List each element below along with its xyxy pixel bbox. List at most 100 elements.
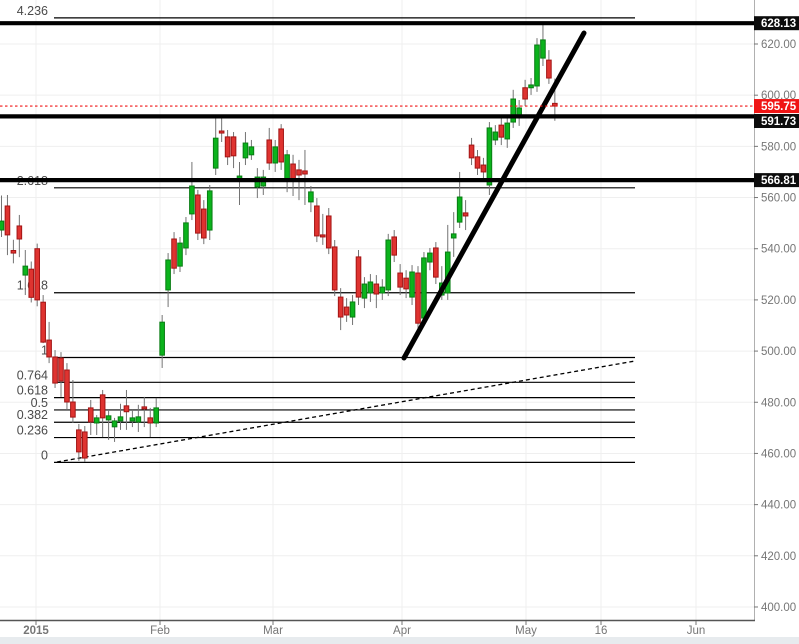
candle — [218, 130, 225, 134]
candle — [224, 136, 231, 158]
candle — [379, 286, 386, 294]
candle — [195, 194, 201, 234]
candle — [141, 406, 148, 410]
candle — [403, 277, 409, 290]
x-tick-label: Jun — [687, 625, 706, 637]
candle — [266, 139, 273, 164]
candle — [129, 417, 136, 422]
candle — [82, 431, 88, 459]
candle — [87, 407, 94, 423]
candle — [468, 144, 475, 159]
candle — [64, 369, 70, 403]
candle — [343, 306, 350, 316]
candle — [367, 281, 374, 294]
y-tick-label: 540.00 — [761, 244, 796, 256]
fib-level-label: 1 — [41, 343, 48, 357]
x-tick-label: Mar — [263, 625, 283, 637]
y-tick-label: 500.00 — [761, 346, 796, 358]
last-price-badge-label: 595.75 — [761, 101, 797, 113]
bottom-strip — [0, 637, 799, 644]
candle — [189, 185, 195, 215]
candle — [296, 169, 302, 176]
candle — [105, 415, 112, 421]
candle — [153, 407, 159, 424]
candle — [248, 146, 255, 156]
candle — [10, 250, 17, 254]
fib-level-label: 4.236 — [17, 4, 48, 18]
candle — [391, 236, 397, 256]
last-price-badge — [754, 99, 799, 114]
candle — [183, 222, 189, 249]
candle — [165, 259, 171, 291]
candle — [450, 233, 457, 239]
price-level-badge-label: 628.13 — [761, 18, 796, 30]
candle — [201, 208, 207, 239]
price-level-badge — [754, 173, 799, 188]
candle — [117, 416, 124, 422]
price-level-badge — [754, 16, 799, 31]
candle — [314, 205, 320, 237]
candle — [534, 44, 540, 87]
candle — [111, 420, 118, 428]
candle — [474, 156, 481, 169]
candle — [308, 191, 314, 203]
y-tick-label: 400.00 — [761, 602, 796, 614]
candle — [159, 321, 165, 356]
candle — [284, 154, 290, 181]
candle — [504, 122, 511, 140]
candle — [522, 87, 528, 100]
candle — [486, 127, 493, 186]
y-tick-label: 480.00 — [761, 397, 796, 409]
fib-level-label: 0.618 — [17, 384, 48, 398]
candle — [52, 356, 58, 384]
candle — [123, 405, 130, 413]
candle — [409, 271, 415, 298]
candle — [397, 272, 403, 288]
candle — [510, 98, 516, 123]
candle — [373, 283, 380, 295]
candle — [272, 146, 278, 164]
candle — [302, 170, 308, 175]
candle — [415, 272, 421, 324]
candle — [290, 163, 296, 181]
candle — [16, 225, 23, 240]
candle — [528, 84, 534, 89]
candle — [320, 234, 326, 238]
fib-level-label: 0.236 — [17, 424, 48, 438]
candle — [22, 265, 29, 276]
y-tick-label: 580.00 — [761, 141, 796, 153]
price-level-badge-label: 591.73 — [761, 116, 796, 128]
candle — [421, 257, 427, 319]
candle — [349, 301, 356, 318]
fib-level-label: 0 — [41, 448, 48, 462]
candle — [76, 429, 82, 453]
candle — [135, 416, 142, 423]
y-tick-label: 460.00 — [761, 448, 796, 460]
candle — [361, 283, 368, 299]
candle — [99, 394, 106, 419]
candle — [355, 256, 362, 298]
candle — [177, 242, 183, 267]
x-tick-label: May — [515, 625, 537, 637]
fib-level-label: 0.382 — [17, 408, 48, 422]
candle — [385, 239, 392, 291]
candle — [546, 59, 552, 79]
candle — [58, 357, 64, 382]
candle — [540, 39, 546, 59]
candle — [242, 142, 249, 159]
candle — [325, 215, 332, 249]
x-tick-label: 16 — [595, 625, 608, 637]
candle — [331, 246, 338, 291]
candle — [278, 128, 284, 163]
y-tick-label: 560.00 — [761, 193, 796, 205]
fib-level-label: 0.764 — [17, 368, 48, 382]
candle — [498, 124, 505, 138]
candle — [462, 212, 469, 217]
candle — [0, 220, 5, 231]
candle — [4, 205, 11, 236]
candle — [93, 417, 100, 424]
support-trendline-solid[interactable] — [401, 30, 587, 361]
